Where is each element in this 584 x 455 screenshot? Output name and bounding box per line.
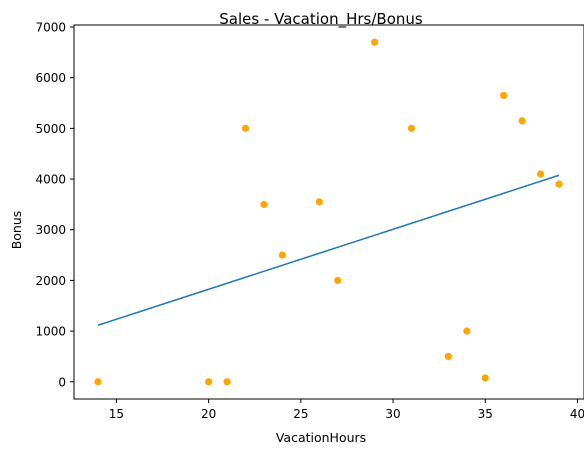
scatter-point	[278, 251, 286, 259]
y-tick-label: 7000	[35, 21, 66, 35]
y-tick-label: 0	[58, 375, 66, 389]
scatter-point	[481, 374, 489, 382]
scatter-point	[536, 170, 545, 178]
scatter-point	[94, 378, 102, 386]
y-axis-label: Bonus	[9, 211, 24, 250]
x-tick-label: 35	[478, 407, 493, 421]
x-tick-label: 25	[293, 407, 308, 421]
scatter-point	[518, 117, 526, 125]
scatter-point	[444, 352, 452, 361]
scatter-point	[371, 38, 379, 46]
scatter-point	[223, 378, 231, 386]
scatter-point	[260, 200, 268, 208]
y-tick-label: 6000	[35, 71, 66, 85]
x-axis-label: VacationHours	[276, 430, 366, 445]
chart-title: Sales - Vacation_Hrs/Bonus	[219, 10, 423, 29]
x-tick-label: 30	[385, 407, 400, 421]
scatter-point	[334, 276, 342, 285]
plot-frame	[73, 24, 584, 400]
scatter-point	[407, 124, 416, 132]
scatter-point	[205, 378, 213, 386]
y-tick-label: 5000	[35, 122, 66, 136]
scatter-point	[315, 198, 323, 206]
x-tick-label: 15	[109, 407, 124, 421]
y-tick-label: 1000	[35, 325, 66, 339]
y-axis-ticks: 0 1000 2000 3000 4000 5000 6000 7000	[35, 21, 74, 389]
scatter-point	[241, 124, 250, 132]
scatter-point	[463, 327, 471, 335]
y-tick-label: 3000	[35, 223, 66, 237]
plot-marks	[94, 38, 563, 386]
y-tick-label: 4000	[35, 173, 66, 187]
y-tick-label: 2000	[35, 274, 66, 288]
scatter-point	[555, 180, 563, 188]
regression-line	[97, 174, 560, 326]
x-tick-label: 40	[570, 407, 584, 421]
scatter-point	[500, 91, 508, 100]
x-tick-label: 20	[201, 407, 216, 421]
x-axis-ticks: 15 20 25 30 35 40	[109, 399, 584, 421]
